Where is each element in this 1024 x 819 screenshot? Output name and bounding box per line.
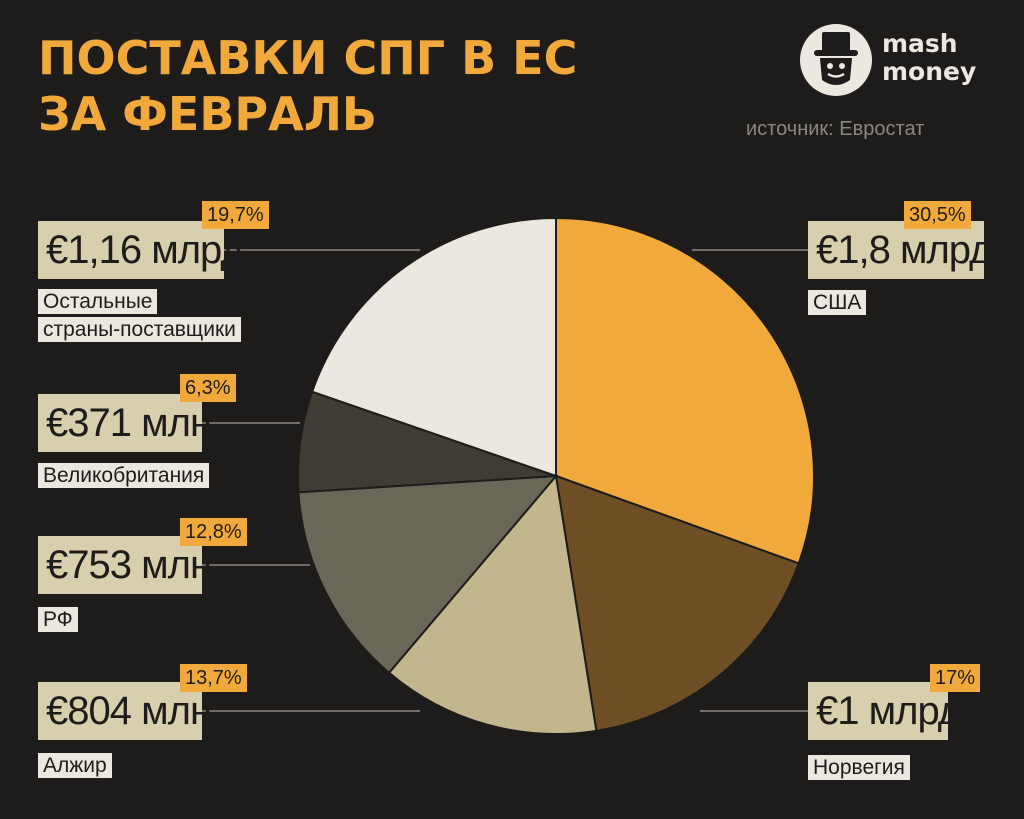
percent-label-algeria: 13,7% [180, 664, 247, 692]
logo-line-1: mash [882, 29, 958, 58]
value-label-uk: €371 млн [38, 394, 212, 452]
pie-slices [297, 216, 815, 735]
pie-slice-norway [554, 474, 801, 732]
chart-title-line-2: ЗА ФЕВРАЛЬ [38, 87, 377, 141]
percent-label-russia: 12,8% [180, 518, 247, 546]
category-label-uk: Великобритания [38, 462, 210, 490]
category-label-uk-text: Великобритания [38, 463, 210, 488]
category-label-algeria: Алжир [38, 752, 112, 780]
category-label-usa-text: США [808, 290, 867, 315]
category-label-russia-text: РФ [38, 607, 78, 632]
logo-line-2: money [882, 57, 977, 86]
percent-label-usa: 30,5% [904, 201, 971, 229]
category-label-norway-text: Норвегия [808, 755, 910, 780]
category-label-others-line-2: страны-поставщики [38, 317, 241, 342]
category-label-usa: США [808, 289, 867, 317]
percent-label-uk: 6,3% [180, 374, 236, 402]
percent-label-others: 19,7% [202, 201, 269, 229]
value-label-russia: €753 млн [38, 536, 212, 594]
value-label-others: €1,16 млрд [38, 221, 244, 279]
category-label-algeria-text: Алжир [38, 753, 112, 778]
brand-logo: mash money [800, 24, 1000, 104]
percent-label-norway: 17% [930, 664, 981, 692]
pie-slice-algeria [387, 473, 598, 735]
value-label-algeria: €804 млн [38, 682, 212, 740]
source-note: источник: Евростат [746, 118, 925, 140]
category-label-others-line-1: Остальные [38, 289, 158, 314]
mash-money-logo-icon [800, 24, 872, 96]
category-label-others: Остальные страны-поставщики [38, 288, 241, 344]
category-label-russia: РФ [38, 606, 78, 634]
logo-wordmark: mash money [882, 30, 976, 86]
pie-slice-russia [297, 474, 559, 675]
leader-lines [202, 249, 808, 712]
pie-slice-usa [555, 216, 815, 565]
chart-title-line-1: ПОСТАВКИ СПГ В ЕС [38, 31, 578, 85]
value-label-norway: €1 млрд [808, 682, 961, 740]
value-label-usa: €1,8 млрд [808, 221, 992, 279]
category-label-norway: Норвегия [808, 754, 910, 782]
pie-slice-others [310, 216, 557, 478]
chart-title: ПОСТАВКИ СПГ В ЕС ЗА ФЕВРАЛЬ [38, 30, 577, 142]
